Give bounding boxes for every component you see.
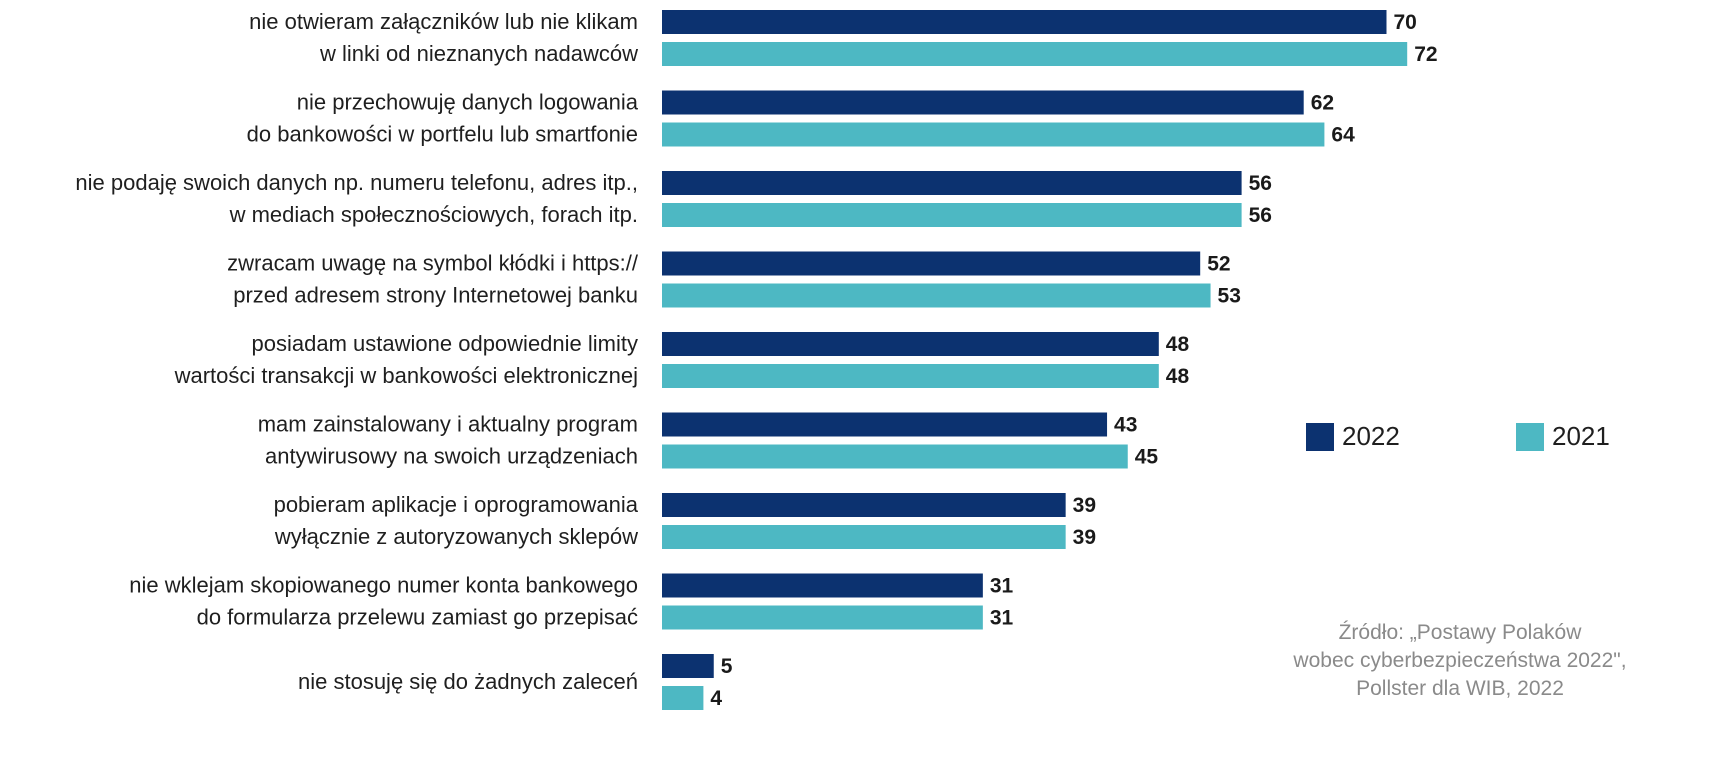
value-label-2021-1: 64 bbox=[1331, 124, 1355, 147]
bar-2022-7 bbox=[662, 573, 983, 598]
value-label-2022-4: 48 bbox=[1166, 333, 1190, 356]
category-label-0-1: w linki od nieznanych nadawców bbox=[319, 41, 638, 66]
legend-item-2021[interactable]: 2021 bbox=[1516, 421, 1726, 452]
value-label-2021-8: 4 bbox=[710, 687, 722, 710]
category-label-3-1: przed adresem strony Internetowej banku bbox=[233, 283, 638, 308]
bar-2021-7 bbox=[662, 605, 983, 630]
bar-2021-5 bbox=[662, 444, 1128, 469]
bar-2021-6 bbox=[662, 525, 1066, 549]
value-label-2021-2: 56 bbox=[1249, 204, 1272, 227]
category-label-4-1: wartości transakcji w bankowości elektro… bbox=[174, 363, 638, 388]
value-label-2021-7: 31 bbox=[990, 607, 1014, 630]
legend-item-2022[interactable]: 2022 bbox=[1306, 421, 1516, 452]
value-label-2021-5: 45 bbox=[1135, 446, 1159, 469]
value-label-2022-0: 70 bbox=[1394, 11, 1417, 34]
category-label-6-1: wyłącznie z autoryzowanych sklepów bbox=[274, 524, 638, 549]
bar-2021-0 bbox=[662, 42, 1408, 66]
category-label-6-0: pobieram aplikacje i oprogramowania bbox=[274, 492, 639, 517]
bar-2022-0 bbox=[662, 10, 1387, 34]
value-label-2021-0: 72 bbox=[1414, 43, 1437, 66]
bar-2022-3 bbox=[662, 251, 1201, 276]
legend-label-2022: 2022 bbox=[1342, 421, 1400, 451]
value-label-2022-8: 5 bbox=[721, 655, 733, 678]
category-label-2-0: nie podaję swoich danych np. numeru tele… bbox=[75, 170, 638, 195]
legend-swatch-2021 bbox=[1516, 422, 1544, 451]
category-label-2-1: w mediach społecznościowych, forach itp. bbox=[229, 202, 638, 227]
bar-2021-2 bbox=[662, 203, 1242, 227]
value-label-2021-4: 48 bbox=[1166, 365, 1190, 388]
bar-2021-4 bbox=[662, 364, 1159, 388]
value-label-2022-1: 62 bbox=[1311, 92, 1334, 115]
value-label-2021-6: 39 bbox=[1073, 526, 1096, 549]
value-label-2022-6: 39 bbox=[1073, 494, 1096, 517]
bar-2022-1 bbox=[662, 90, 1304, 115]
value-label-2022-2: 56 bbox=[1249, 172, 1272, 195]
category-label-3-0: zwracam uwagę na symbol kłódki i https:/… bbox=[227, 251, 639, 276]
value-label-2022-7: 31 bbox=[990, 575, 1014, 598]
bar-2022-8 bbox=[662, 654, 714, 678]
value-label-2022-3: 52 bbox=[1207, 253, 1230, 276]
category-label-5-1: antywirusowy na swoich urządzeniach bbox=[265, 444, 638, 469]
value-label-2021-3: 53 bbox=[1218, 285, 1241, 308]
bar-2022-2 bbox=[662, 171, 1242, 195]
legend-swatch-2022 bbox=[1306, 422, 1334, 451]
bar-2021-3 bbox=[662, 283, 1211, 308]
category-label-4-0: posiadam ustawione odpowiednie limity bbox=[252, 331, 638, 356]
category-label-7-1: do formularza przelewu zamiast go przepi… bbox=[197, 605, 638, 630]
category-label-5-0: mam zainstalowany i aktualny program bbox=[258, 412, 638, 437]
category-label-1-1: do bankowości w portfelu lub smartfonie bbox=[247, 122, 638, 147]
value-label-2022-5: 43 bbox=[1114, 414, 1137, 437]
bar-2022-4 bbox=[662, 332, 1159, 356]
category-label-1-0: nie przechowuję danych logowania bbox=[297, 90, 639, 115]
category-label-8-0: nie stosuję się do żadnych zaleceń bbox=[298, 669, 638, 694]
source-note: Źródło: „Postawy Polaków wobec cyberbezp… bbox=[1293, 621, 1627, 700]
bar-2021-8 bbox=[662, 686, 704, 710]
bar-2022-5 bbox=[662, 412, 1108, 437]
category-label-7-0: nie wklejam skopiowanego numer konta ban… bbox=[129, 573, 638, 598]
legend-label-2021: 2021 bbox=[1552, 421, 1610, 451]
legend: 2022 2021 bbox=[1306, 421, 1726, 452]
category-label-0-0: nie otwieram załączników lub nie klikam bbox=[249, 9, 638, 34]
bar-2022-6 bbox=[662, 493, 1066, 517]
bar-2021-1 bbox=[662, 122, 1325, 147]
